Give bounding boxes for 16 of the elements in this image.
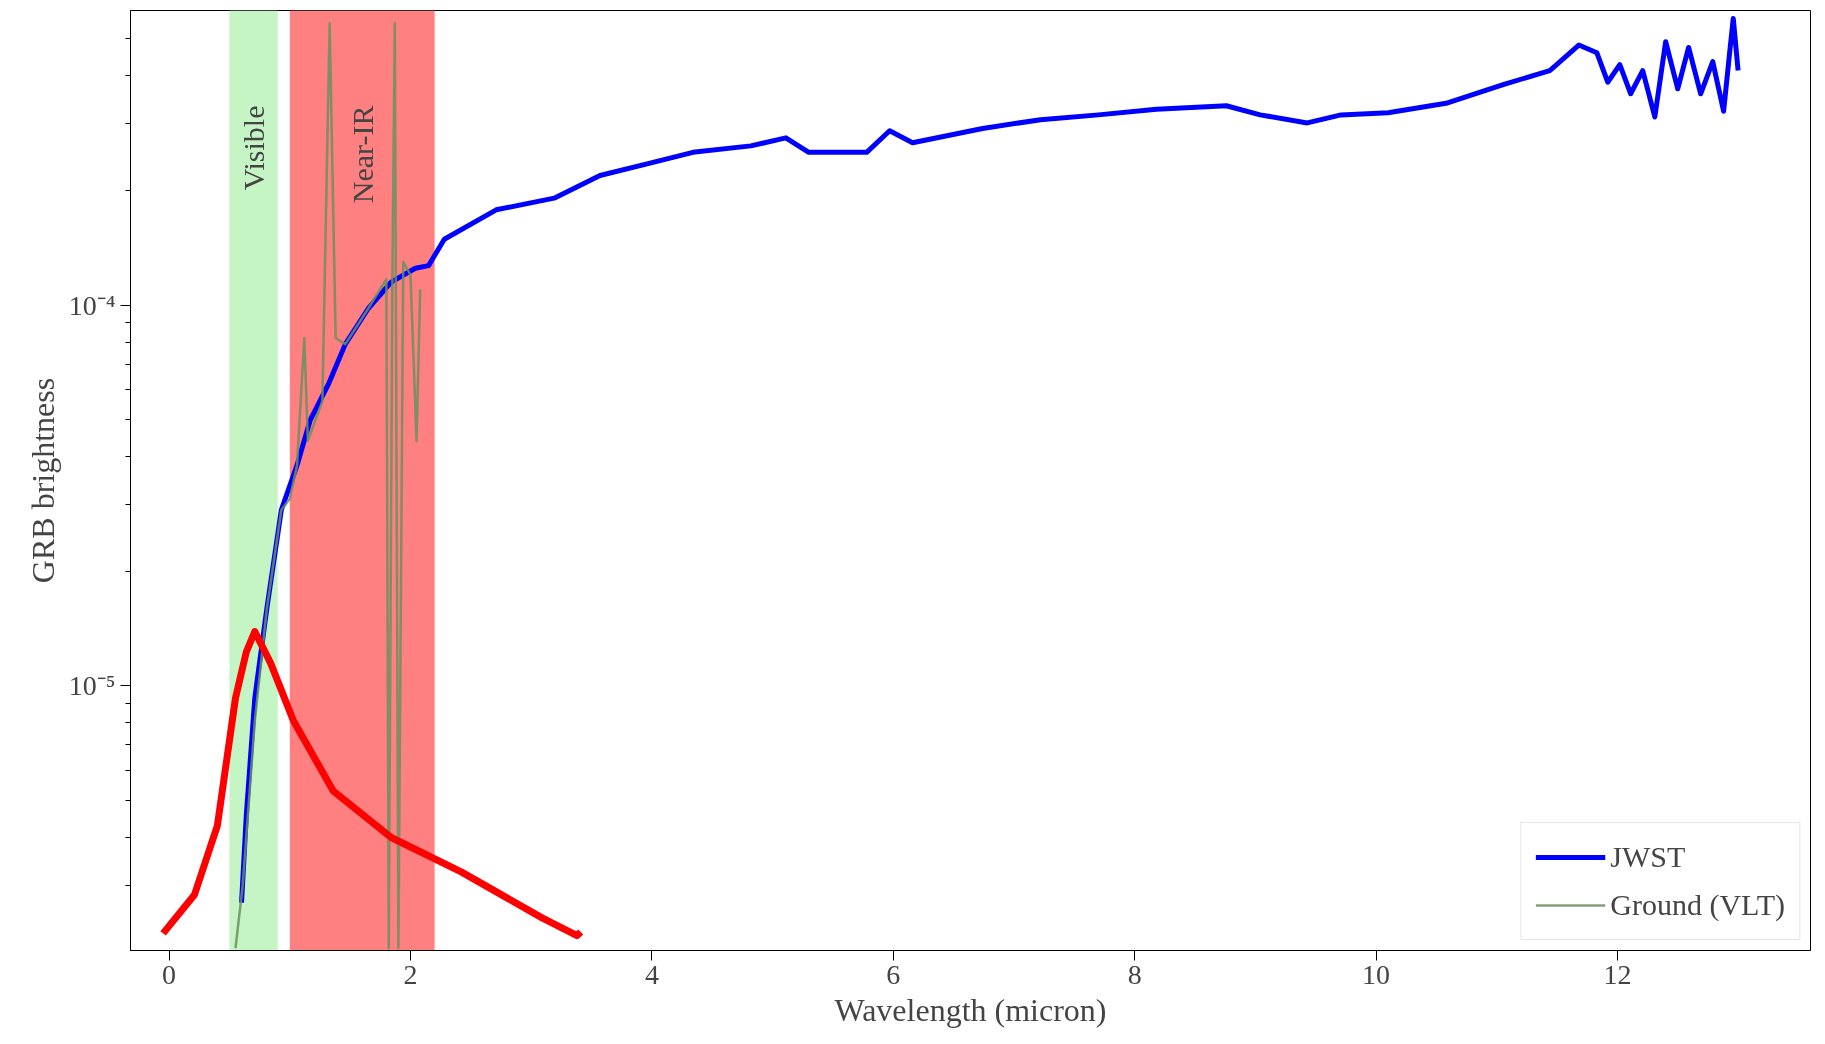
- legend-label: Ground (VLT): [1610, 887, 1785, 923]
- x-tick-label: 8: [1127, 958, 1142, 990]
- band-label: Near-IR: [345, 105, 379, 204]
- y-tick-label: 10⁻⁴: [68, 289, 116, 321]
- x-axis-title: Wavelength (micron): [834, 991, 1107, 1028]
- x-tick-label: 4: [644, 958, 659, 990]
- band-label: Visible: [237, 105, 271, 191]
- y-tick-label: 10⁻⁵: [68, 670, 116, 702]
- x-tick-label: 0: [162, 958, 177, 990]
- x-tick-label: 6: [886, 958, 901, 990]
- x-tick-label: 10: [1362, 958, 1391, 990]
- line-series: [234, 21, 422, 950]
- x-tick-label: 12: [1603, 958, 1632, 990]
- x-tick-label: 2: [403, 958, 418, 990]
- legend-label: JWST: [1610, 839, 1686, 875]
- y-axis-title: GRB brightness: [24, 377, 61, 584]
